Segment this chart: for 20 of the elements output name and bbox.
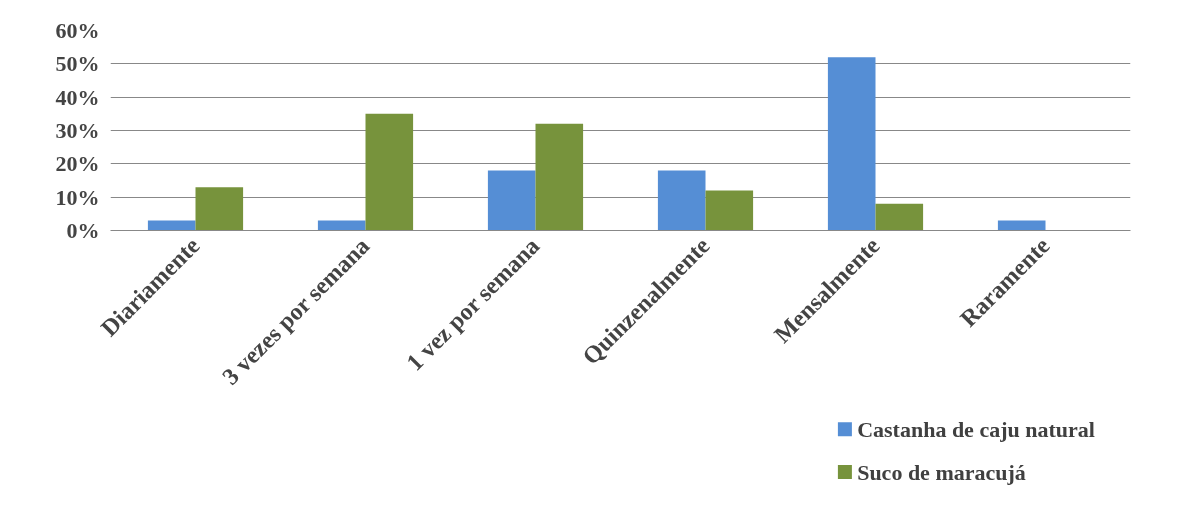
y-tick-label: 40%: [55, 84, 100, 110]
bar: [875, 203, 924, 231]
legend-label: Suco de maracujá: [857, 459, 1026, 485]
y-tick-label: 50%: [55, 51, 100, 77]
y-tick-label: 20%: [55, 151, 100, 177]
bar: [365, 113, 414, 231]
bar: [535, 123, 584, 231]
y-tick-label: 10%: [55, 184, 100, 210]
legend-label: Castanha de caju natural: [857, 416, 1095, 442]
bar: [705, 190, 754, 231]
y-tick-label: 0%: [66, 218, 100, 243]
y-tick-label: 30%: [55, 118, 100, 143]
y-tick-label: 60%: [55, 18, 100, 43]
bar: [997, 220, 1046, 231]
bar: [195, 187, 244, 231]
bar: [147, 220, 196, 231]
bar: [827, 57, 876, 231]
bar: [317, 220, 366, 231]
bar: [657, 170, 706, 231]
bar: [487, 170, 536, 231]
